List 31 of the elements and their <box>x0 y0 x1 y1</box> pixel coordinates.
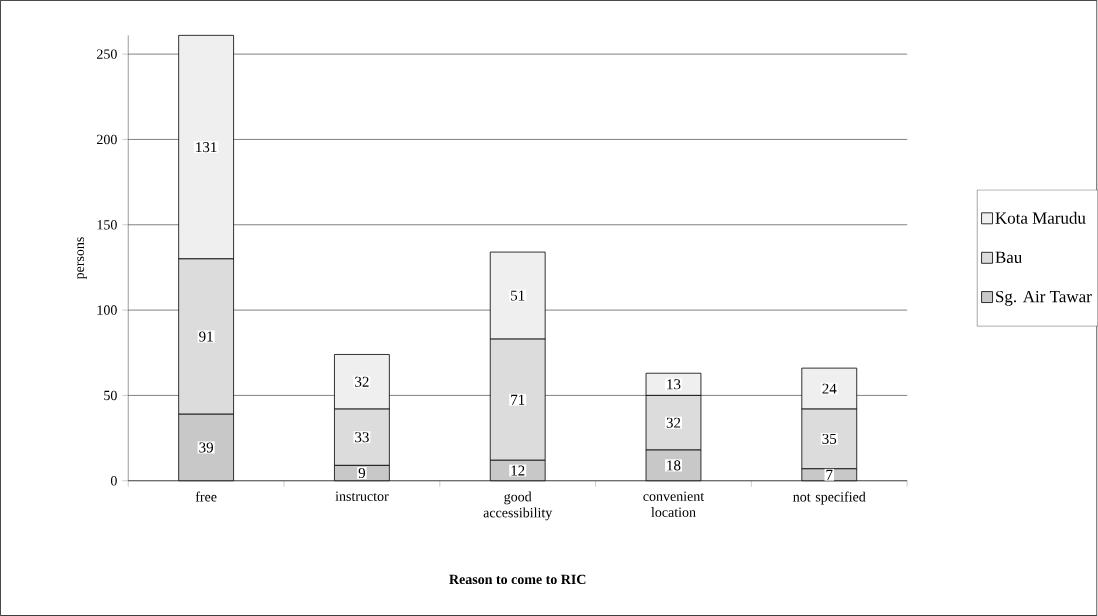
legend-label: Kota Marudu <box>995 211 1086 224</box>
y-tick-label: 0 <box>110 476 117 486</box>
x-tick-label: free <box>195 491 217 502</box>
data-label: 18 <box>667 460 681 471</box>
legend-label: Sg. Air Tawar <box>996 290 1092 306</box>
data-label: 9 <box>358 468 366 479</box>
data-label: 7 <box>826 469 833 480</box>
data-label: 39 <box>199 442 213 453</box>
legend-label: Bau <box>995 251 1022 264</box>
y-tick-label: 50 <box>104 390 117 401</box>
y-tick-label: 250 <box>97 49 117 59</box>
y-tick-label: 100 <box>97 305 117 315</box>
data-label: 91 <box>199 331 213 342</box>
data-label: 35 <box>822 433 837 444</box>
x-tick-label: not specified <box>793 491 866 505</box>
x-tick-label: instructor <box>335 491 389 502</box>
y-tick-label: 150 <box>97 220 117 230</box>
x-tick-label: convenient location <box>643 491 705 517</box>
y-axis-title: persons <box>77 237 87 280</box>
data-label: 32 <box>355 376 369 387</box>
data-label: 131 <box>196 142 217 153</box>
data-label: 24 <box>822 383 837 394</box>
data-label: 12 <box>511 465 525 476</box>
data-label: 13 <box>667 379 681 390</box>
y-tick-label: 200 <box>97 134 117 145</box>
data-label: 71 <box>511 394 525 405</box>
x-tick-label: good accessibility <box>483 491 553 521</box>
data-label: 51 <box>511 290 525 301</box>
data-label: 33 <box>355 432 369 443</box>
x-axis-title: Reason to come to RIC <box>449 574 586 585</box>
data-label: 32 <box>666 417 681 428</box>
